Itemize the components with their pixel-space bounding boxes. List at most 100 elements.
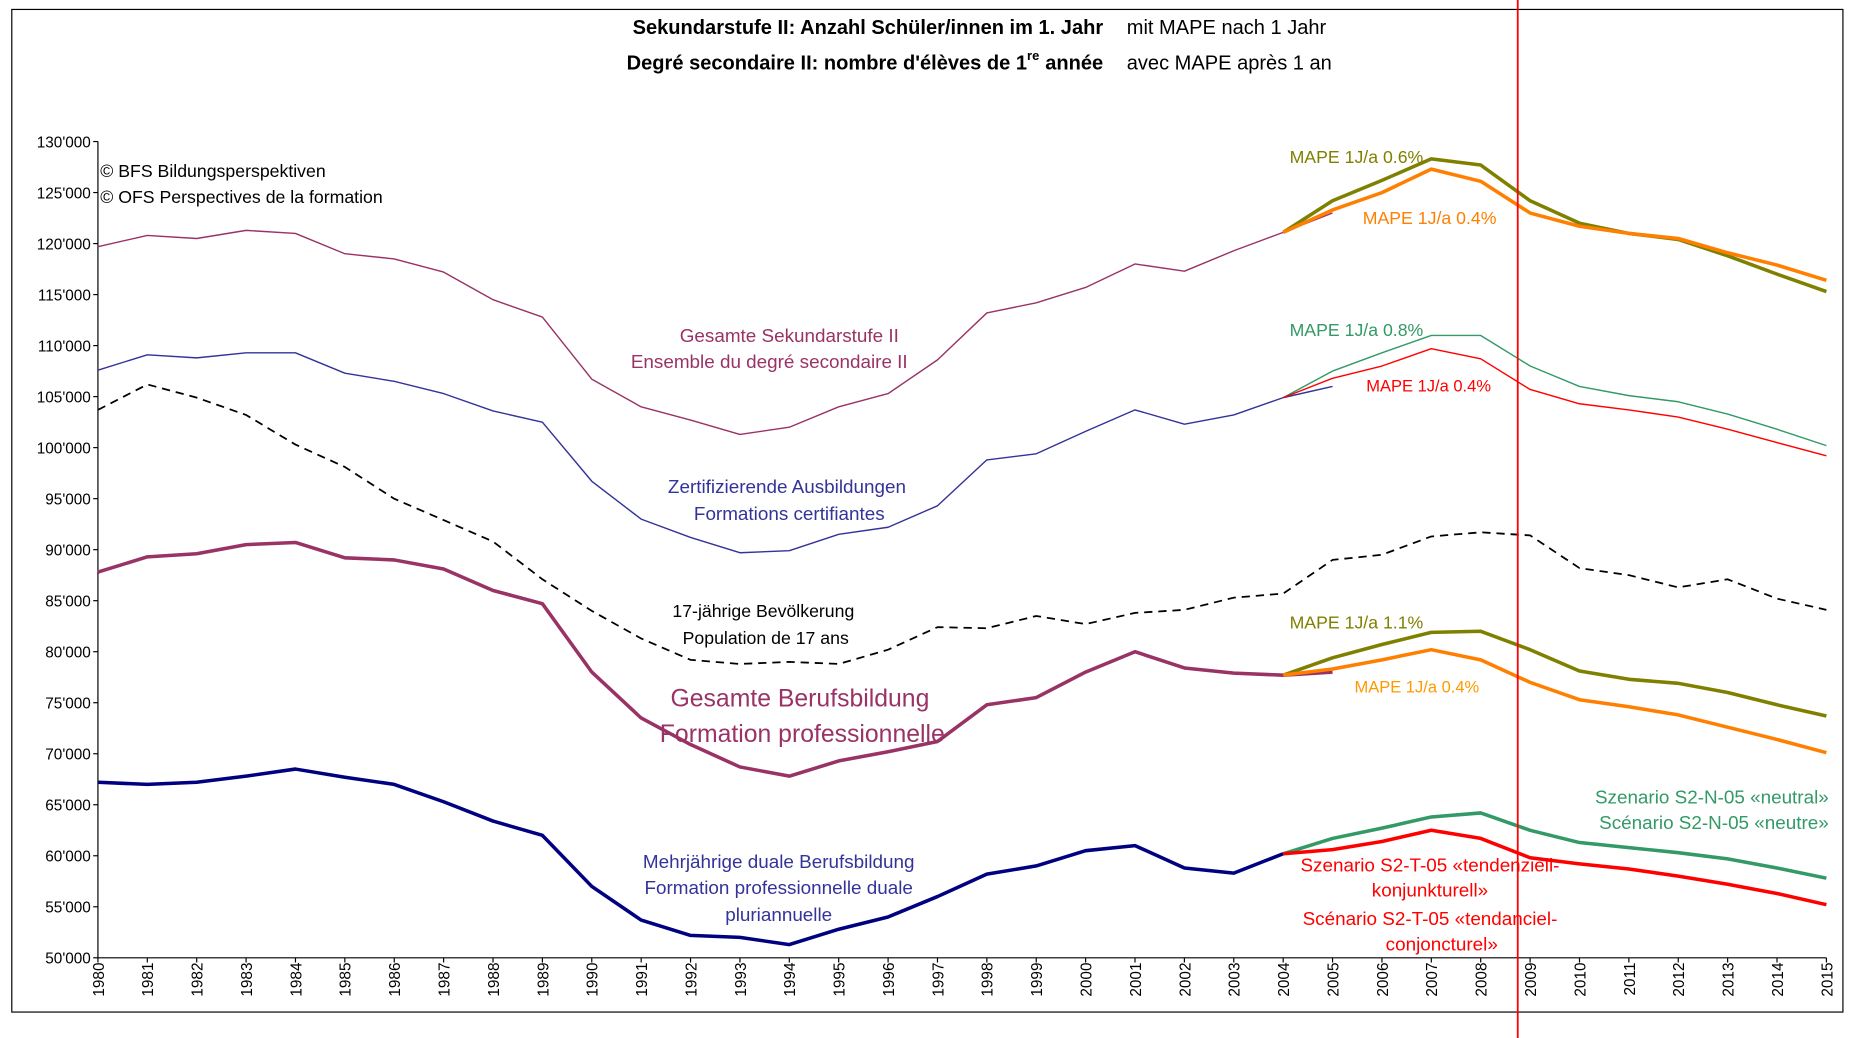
data-line [1282,647,1827,755]
data-line [1282,334,1827,447]
x-tick-label: 2009 [1523,963,1540,997]
x-tick-label: 2004 [1276,962,1293,997]
annotation: Szenario S2-T-05 «tendenziell- [1300,855,1559,876]
annotation: MAPE 1J/a 0.8% [1290,320,1424,340]
annotation: © OFS Perspectives de la formation [100,187,382,207]
y-tick-label: 70'000 [45,747,91,764]
title-superscript: re [1027,48,1039,63]
data-line [97,352,1333,554]
x-tick-label: 1987 [437,963,454,997]
annotation: MAPE 1J/a 1.1% [1290,613,1424,633]
y-tick-label: 120'000 [37,236,91,253]
y-tick-label: 125'000 [37,185,91,202]
data-line [97,212,1333,436]
y-tick-label: 90'000 [45,543,91,560]
y-tick-label: 55'000 [45,900,91,917]
x-tick-label: 1993 [733,963,750,997]
subtitle-line: mit MAPE nach 1 Jahr [1127,17,1327,39]
data-line [1282,167,1827,282]
x-tick-label: 1981 [140,963,157,997]
x-tick-label: 1986 [387,963,404,997]
annotation: Population de 17 ans [683,628,849,648]
x-tick-label: 2001 [1128,963,1145,997]
x-tick-label: 2013 [1721,963,1738,997]
x-tick-label: 1988 [486,963,503,997]
annotation: conjoncturel» [1386,934,1498,955]
annotation: Gesamte Berufsbildung [671,686,930,713]
x-tick-label: 1995 [832,963,849,997]
subtitle-line: avec MAPE après 1 an [1127,53,1332,75]
title-part: Degré secondaire II: nombre d'élèves de … [627,53,1027,75]
annotation: Mehrjährige duale Berufsbildung [643,851,915,872]
x-tick-label: 2008 [1474,963,1491,997]
x-tick-label: 2005 [1325,963,1342,997]
y-tick-label: 60'000 [45,849,91,866]
annotation: Formation professionnelle [660,721,945,748]
y-tick-label: 80'000 [45,645,91,662]
x-tick-label: 1997 [930,963,947,997]
y-tick-label: 85'000 [45,594,91,611]
data-line [1282,811,1827,880]
x-tick-label: 2006 [1375,963,1392,997]
x-tick-label: 1983 [239,963,256,997]
x-tick-label: 1999 [1029,963,1046,997]
x-tick-label: 2000 [1079,963,1096,997]
data-line [97,540,1333,778]
x-tick-label: 1996 [881,963,898,997]
annotation: konjunkturell» [1372,879,1488,900]
annotation: Ensemble du degré secondaire II [631,351,908,372]
title-line: Degré secondaire II: nombre d'élèves de … [627,48,1103,74]
x-tick-label: 2007 [1424,963,1441,997]
x-tick-label: 1985 [338,963,355,997]
x-tick-label: 2012 [1671,963,1688,997]
annotation: MAPE 1J/a 0.4% [1354,678,1479,696]
y-tick-label: 95'000 [45,492,91,509]
x-tick-label: 1990 [585,963,602,997]
y-tick-label: 110'000 [38,339,91,356]
annotation: pluriannuelle [725,904,832,925]
y-tick-label: 100'000 [37,441,91,458]
annotation: © BFS Bildungsperspektiven [100,161,325,181]
data-line [1282,157,1827,294]
x-tick-label: 1989 [535,963,552,997]
annotation: Scénario S2-N-05 «neutre» [1599,812,1829,833]
x-tick-label: 2002 [1177,963,1194,997]
annotation: Szenario S2-N-05 «neutral» [1595,786,1829,807]
x-tick-label: 2015 [1819,963,1836,997]
x-tick-label: 2003 [1227,963,1244,997]
x-tick-label: 2010 [1572,963,1589,997]
x-tick-label: 2011 [1622,963,1639,996]
x-tick-label: 2014 [1770,962,1787,997]
x-tick-label: 1982 [190,963,207,997]
y-tick-label: 65'000 [45,798,91,815]
data-line [97,383,1827,665]
data-line [1282,629,1827,718]
title-line: Sekundarstufe II: Anzahl Schüler/innen i… [633,17,1104,39]
x-tick-label: 1980 [91,963,108,997]
data-line [1283,828,1827,907]
y-tick-label: 75'000 [45,696,91,713]
annotation: Scénario S2-T-05 «tendanciel- [1303,908,1558,929]
annotation: Zertifizierende Ausbildungen [668,476,906,497]
title-part: année [1045,53,1103,75]
x-tick-label: 1998 [980,963,997,997]
data-line [1282,347,1827,457]
annotation: MAPE 1J/a 0.4% [1363,208,1497,228]
annotation: 17-jährige Bevölkerung [672,601,854,621]
annotation: Gesamte Sekundarstufe II [680,325,899,346]
y-tick-label: 115'000 [38,287,91,304]
x-tick-label: 1992 [683,963,700,997]
x-tick-label: 1991 [634,963,651,997]
y-tick-label: 130'000 [37,134,91,151]
annotation: Formation professionnelle duale [644,877,912,898]
x-tick-label: 1984 [288,962,305,997]
annotation: MAPE 1J/a 0.4% [1366,378,1491,396]
y-tick-label: 105'000 [37,390,91,407]
data-line [97,767,1284,947]
x-tick-label: 1994 [782,962,799,997]
annotation: Formations certifiantes [694,503,885,524]
y-tick-label: 50'000 [45,951,91,968]
annotation: MAPE 1J/a 0.6% [1290,147,1424,167]
